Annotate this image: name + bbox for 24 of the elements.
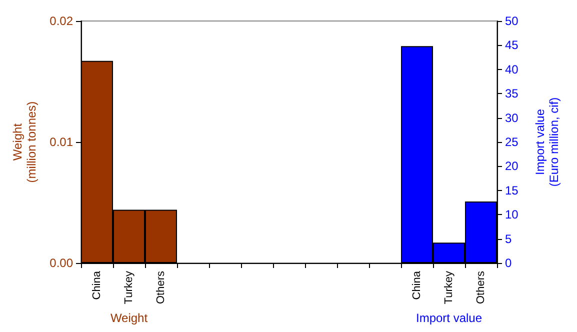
x-tick-label: China: [91, 270, 103, 300]
y2-tick-label: 50: [505, 14, 519, 28]
y-tick-label: 0.00: [50, 256, 74, 270]
y2-axis-title: Import value (Euro million, cif): [533, 97, 561, 187]
y2-tick-label: 20: [505, 159, 519, 174]
text: Import value: [416, 311, 482, 325]
x-tick-label: Turkey: [443, 270, 455, 304]
y2-tick-label: 45: [505, 38, 519, 52]
y2-tick-label: 30: [505, 110, 519, 125]
x-tick-label: Turkey: [123, 270, 135, 304]
y2-tick-label: 5: [505, 232, 512, 246]
x-tick-label: Others: [155, 270, 167, 304]
y-tick-label: 0.02: [50, 14, 74, 28]
text: Weight: [110, 311, 148, 325]
x-tick-label: Others: [475, 270, 487, 304]
y2-tick-label: 10: [505, 208, 519, 222]
y2-tick-label: 25: [505, 135, 519, 149]
y2-tick-label: 35: [505, 86, 519, 101]
y2-tick-label: 40: [505, 62, 519, 76]
y-tick-label: 0.01: [50, 135, 74, 149]
x-tick-label: China: [411, 270, 423, 300]
y2-tick-label: 0: [505, 256, 512, 270]
y-axis-title: Weight (million tonnes): [10, 101, 39, 183]
y2-tick-label: 15: [505, 183, 519, 198]
